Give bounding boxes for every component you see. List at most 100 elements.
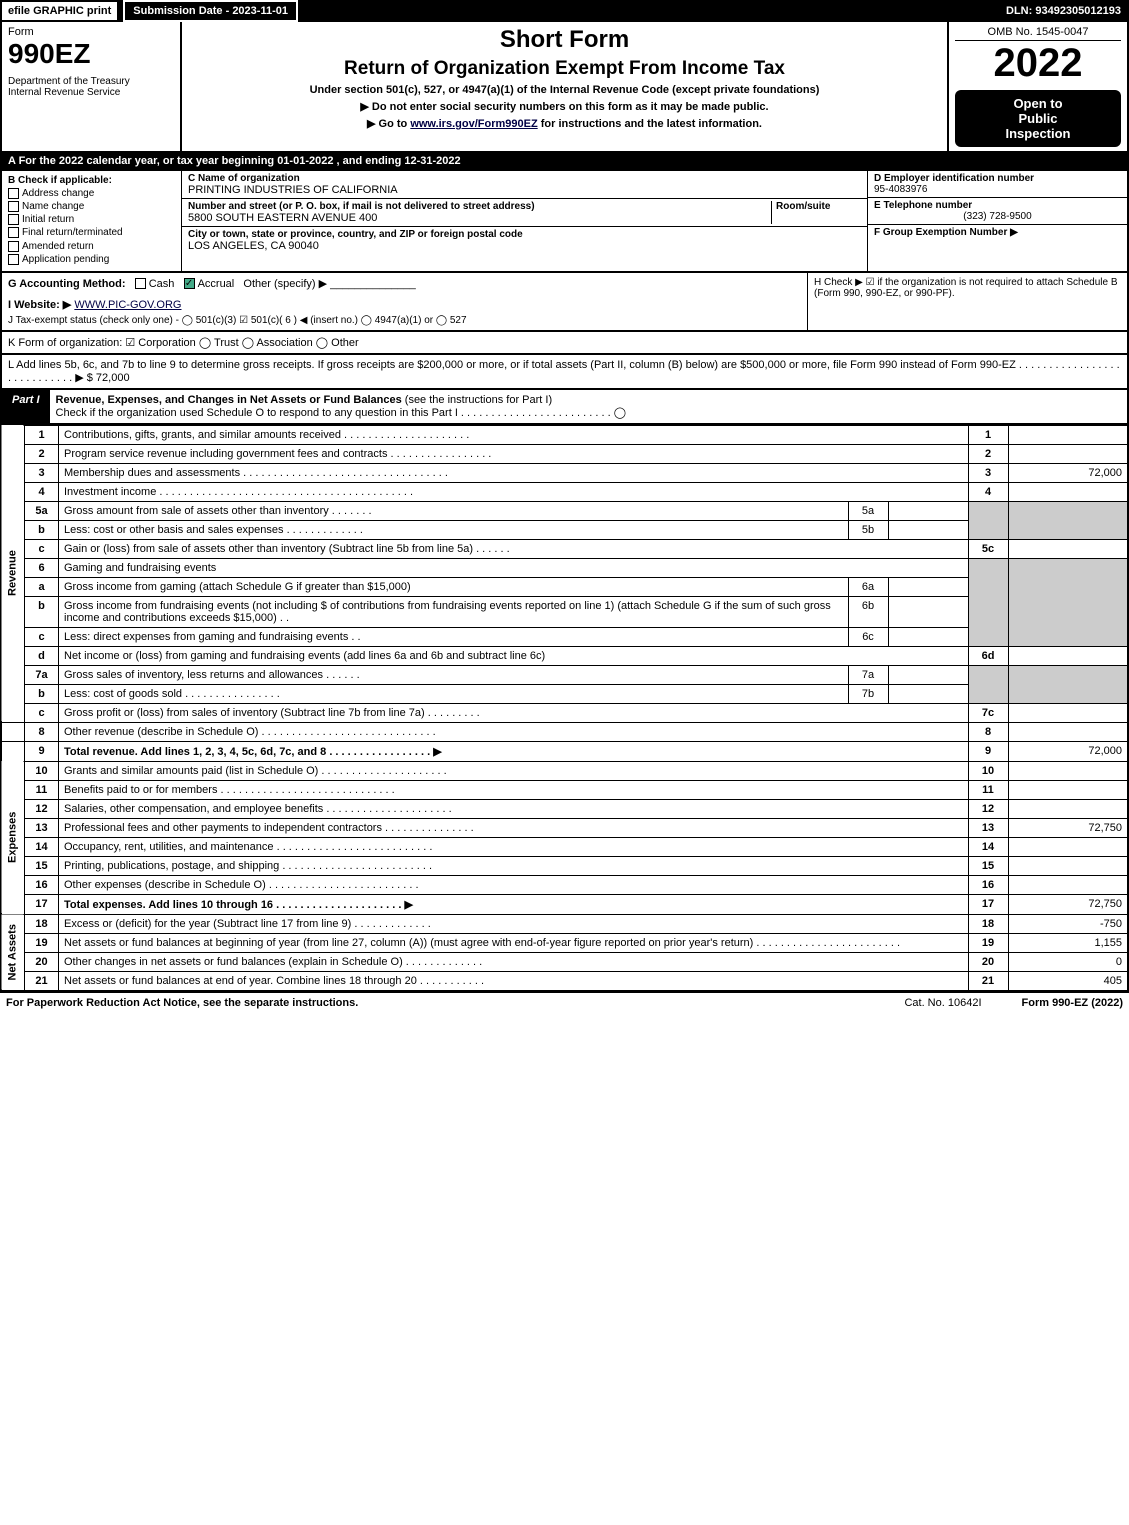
ln6b-desc: Gross income from fundraising events (no… bbox=[59, 596, 849, 627]
ln15-box: 15 bbox=[968, 856, 1008, 875]
ln16-desc: Other expenses (describe in Schedule O) … bbox=[59, 875, 969, 894]
ln8-amt bbox=[1008, 722, 1128, 741]
page-footer: For Paperwork Reduction Act Notice, see … bbox=[0, 992, 1129, 1013]
ln19-desc: Net assets or fund balances at beginning… bbox=[59, 933, 969, 952]
dln: DLN: 93492305012193 bbox=[998, 2, 1129, 20]
return-title: Return of Organization Exempt From Incom… bbox=[188, 58, 941, 80]
ln6-desc: Gaming and fundraising events bbox=[59, 558, 969, 577]
chk-final-return[interactable]: Final return/terminated bbox=[8, 227, 175, 238]
open-line2: Public bbox=[959, 111, 1117, 126]
chk-amended[interactable]: Amended return bbox=[8, 241, 175, 252]
ln6a-desc: Gross income from gaming (attach Schedul… bbox=[59, 577, 849, 596]
topbar: efile GRAPHIC print Submission Date - 20… bbox=[0, 0, 1129, 22]
ln7b-val bbox=[888, 684, 968, 703]
city-state-zip: LOS ANGELES, CA 90040 bbox=[188, 240, 319, 252]
efile-print[interactable]: efile GRAPHIC print bbox=[0, 0, 119, 22]
ln17-box: 17 bbox=[968, 894, 1008, 914]
part-i-grid: Revenue 1 Contributions, gifts, grants, … bbox=[0, 425, 1129, 992]
header-right: OMB No. 1545-0047 2022 Open to Public In… bbox=[947, 22, 1127, 151]
ln14-desc: Occupancy, rent, utilities, and maintena… bbox=[59, 837, 969, 856]
d-ein: 95-4083976 bbox=[874, 184, 927, 195]
ln7c-desc: Gross profit or (loss) from sales of inv… bbox=[59, 703, 969, 722]
ln18-desc: Excess or (deficit) for the year (Subtra… bbox=[59, 914, 969, 933]
ln8-box: 8 bbox=[968, 722, 1008, 741]
ln2-desc: Program service revenue including govern… bbox=[59, 444, 969, 463]
footer-mid: Cat. No. 10642I bbox=[904, 997, 981, 1009]
col-b-checkboxes: B Check if applicable: Address change Na… bbox=[2, 171, 182, 271]
ln5c-box: 5c bbox=[968, 539, 1008, 558]
e-phone-label: E Telephone number bbox=[874, 200, 972, 211]
ln21-box: 21 bbox=[968, 971, 1008, 991]
ln20-desc: Other changes in net assets or fund bala… bbox=[59, 952, 969, 971]
expenses-label: Expenses bbox=[1, 761, 25, 914]
chk-cash[interactable] bbox=[135, 278, 146, 289]
chk-address-change[interactable]: Address change bbox=[8, 188, 175, 199]
ln4-desc: Investment income . . . . . . . . . . . … bbox=[59, 482, 969, 501]
ln11-desc: Benefits paid to or for members . . . . … bbox=[59, 780, 969, 799]
instr-post: for instructions and the latest informat… bbox=[538, 118, 762, 130]
ln6b-val bbox=[888, 596, 968, 627]
ln5b-val bbox=[888, 520, 968, 539]
ln5a-val bbox=[888, 501, 968, 520]
h-section: H Check ▶ ☑ if the organization is not r… bbox=[807, 273, 1127, 330]
ln6d-box: 6d bbox=[968, 646, 1008, 665]
ln1-amt bbox=[1008, 425, 1128, 444]
ln17-desc: Total expenses. Add lines 10 through 16 … bbox=[59, 894, 969, 914]
ln18-box: 18 bbox=[968, 914, 1008, 933]
ln9-desc: Total revenue. Add lines 1, 2, 3, 4, 5c,… bbox=[59, 741, 969, 761]
ln7b-desc: Less: cost of goods sold . . . . . . . .… bbox=[59, 684, 849, 703]
chk-initial-return[interactable]: Initial return bbox=[8, 214, 175, 225]
ln7a-desc: Gross sales of inventory, less returns a… bbox=[59, 665, 849, 684]
ln7c-amt bbox=[1008, 703, 1128, 722]
ln16-amt bbox=[1008, 875, 1128, 894]
omb-number: OMB No. 1545-0047 bbox=[955, 26, 1121, 41]
e-phone: (323) 728-9500 bbox=[874, 211, 1121, 222]
header-left: Form 990EZ Department of the Treasury In… bbox=[2, 22, 182, 151]
form-header: Form 990EZ Department of the Treasury In… bbox=[0, 22, 1129, 153]
street-address: 5800 SOUTH EASTERN AVENUE 400 bbox=[188, 212, 377, 224]
col-right-def: D Employer identification number 95-4083… bbox=[867, 171, 1127, 271]
ln13-amt: 72,750 bbox=[1008, 818, 1128, 837]
ln14-box: 14 bbox=[968, 837, 1008, 856]
ln11-amt bbox=[1008, 780, 1128, 799]
header-center: Short Form Return of Organization Exempt… bbox=[182, 22, 947, 151]
instr-ssn: ▶ Do not enter social security numbers o… bbox=[188, 100, 941, 113]
i-website: I Website: ▶ WWW.PIC-GOV.ORG bbox=[8, 298, 801, 311]
f-group-label: F Group Exemption Number ▶ bbox=[874, 227, 1018, 238]
footer-right: Form 990-EZ (2022) bbox=[1022, 997, 1123, 1009]
chk-name-change[interactable]: Name change bbox=[8, 201, 175, 212]
website-link[interactable]: WWW.PIC-GOV.ORG bbox=[74, 299, 181, 311]
subtitle: Under section 501(c), 527, or 4947(a)(1)… bbox=[188, 84, 941, 96]
street-label: Number and street (or P. O. box, if mail… bbox=[188, 201, 535, 212]
ln21-amt: 405 bbox=[1008, 971, 1128, 991]
ln1-box: 1 bbox=[968, 425, 1008, 444]
ln12-desc: Salaries, other compensation, and employ… bbox=[59, 799, 969, 818]
ln19-amt: 1,155 bbox=[1008, 933, 1128, 952]
row-a: A For the 2022 calendar year, or tax yea… bbox=[0, 153, 1129, 171]
irs-link[interactable]: www.irs.gov/Form990EZ bbox=[410, 118, 537, 130]
col-c-org: C Name of organization PRINTING INDUSTRI… bbox=[182, 171, 867, 271]
open-line3: Inspection bbox=[959, 126, 1117, 141]
chk-pending[interactable]: Application pending bbox=[8, 254, 175, 265]
ln2-box: 2 bbox=[968, 444, 1008, 463]
instr-pre: ▶ Go to bbox=[367, 118, 410, 130]
ln14-amt bbox=[1008, 837, 1128, 856]
ln5a-mini: 5a bbox=[848, 501, 888, 520]
ln7b-mini: 7b bbox=[848, 684, 888, 703]
ln10-amt bbox=[1008, 761, 1128, 780]
org-name: PRINTING INDUSTRIES OF CALIFORNIA bbox=[188, 184, 398, 196]
ln13-desc: Professional fees and other payments to … bbox=[59, 818, 969, 837]
j-tax-exempt: J Tax-exempt status (check only one) - ◯… bbox=[8, 315, 801, 326]
ln6c-desc: Less: direct expenses from gaming and fu… bbox=[59, 627, 849, 646]
ln17-amt: 72,750 bbox=[1008, 894, 1128, 914]
ln13-box: 13 bbox=[968, 818, 1008, 837]
chk-accrual[interactable]: ✓ bbox=[184, 278, 195, 289]
part-i-header: Part I Revenue, Expenses, and Changes in… bbox=[0, 390, 1129, 425]
gh-row: G Accounting Method: Cash ✓Accrual Other… bbox=[0, 273, 1129, 332]
ln11-box: 11 bbox=[968, 780, 1008, 799]
open-inspection-box: Open to Public Inspection bbox=[955, 90, 1121, 147]
ln4-amt bbox=[1008, 482, 1128, 501]
ln10-desc: Grants and similar amounts paid (list in… bbox=[59, 761, 969, 780]
d-ein-label: D Employer identification number bbox=[874, 173, 1034, 184]
ln18-amt: -750 bbox=[1008, 914, 1128, 933]
